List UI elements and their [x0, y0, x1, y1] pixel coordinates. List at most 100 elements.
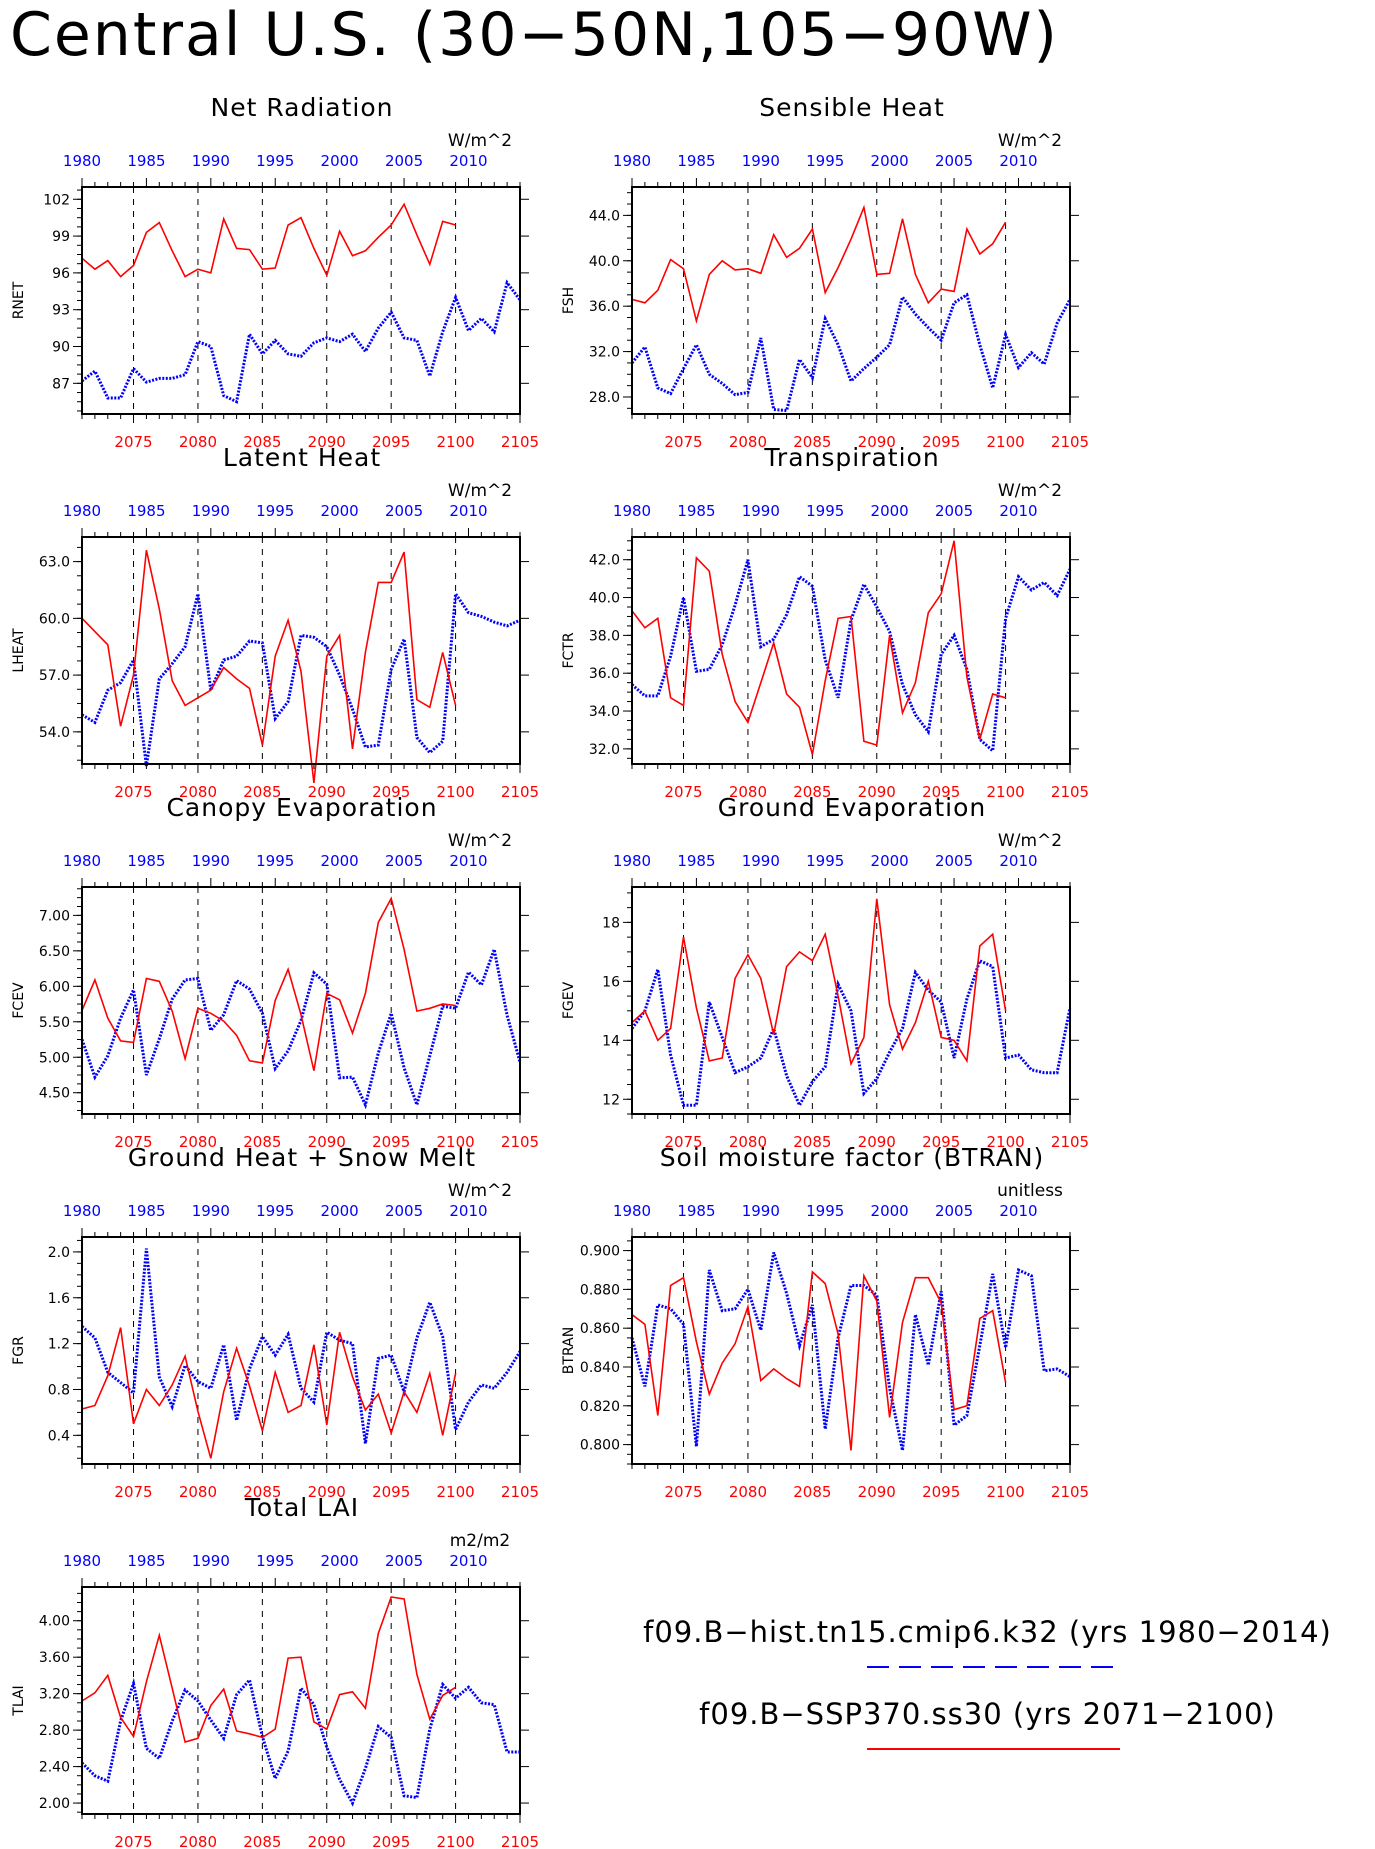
- x-top-tick-label: 1995: [256, 1552, 294, 1570]
- x-tick-label: 2080: [729, 1483, 767, 1501]
- y-tick-label: 18: [602, 915, 620, 931]
- chart-panel: Ground Evaporation W/m^2 FGEV 2075 2080 2085 2…: [561, 793, 1089, 1151]
- x-tick-label: 2105: [501, 783, 539, 801]
- x-top-tick-label: 1990: [742, 152, 780, 170]
- x-top-tick-label: 1980: [63, 852, 101, 870]
- y-tick-label: 12: [602, 1092, 620, 1108]
- x-top-tick-label: 1995: [806, 1202, 844, 1220]
- ssp-series-line: [631, 204, 1007, 325]
- x-top-tick-label: 2000: [321, 1552, 359, 1570]
- x-tick-label: 2105: [501, 433, 539, 451]
- y-tick-label: 2.0: [48, 1245, 70, 1261]
- x-tick-label: 2095: [372, 783, 410, 801]
- x-tick-label: 2085: [243, 1133, 281, 1151]
- x-top-tick-label: 1990: [742, 502, 780, 520]
- ssp-series-line: [631, 898, 1007, 1067]
- hist-series-line: [630, 958, 1072, 1109]
- y-tick-label: 93: [52, 303, 70, 319]
- x-tick-label: 2080: [729, 1133, 767, 1151]
- y-tick-label: 54.0: [39, 725, 70, 741]
- x-tick-label: 2100: [986, 783, 1024, 801]
- ssp-series-line: [81, 202, 456, 278]
- x-tick-label: 2085: [793, 1483, 831, 1501]
- plot-frame: [631, 536, 1071, 765]
- x-top-tick-label: 1985: [677, 152, 715, 170]
- hist-series-line: [81, 589, 521, 767]
- x-top-tick-label: 2010: [449, 502, 487, 520]
- x-top-tick-label: 2005: [385, 852, 423, 870]
- x-top-tick-label: 1985: [127, 152, 165, 170]
- ssp-series-line: [631, 540, 1006, 755]
- y-tick-label: 28.0: [589, 390, 620, 406]
- x-top-tick-label: 1985: [677, 502, 715, 520]
- plot-frame: [81, 886, 521, 1115]
- x-top-tick-label: 2010: [999, 502, 1037, 520]
- x-top-tick-label: 1980: [63, 152, 101, 170]
- y-axis-label: FGEV: [561, 981, 577, 1019]
- x-top-tick-label: 1990: [192, 152, 230, 170]
- y-tick-label: 44.0: [589, 208, 620, 224]
- y-tick-label: 4.00: [39, 1614, 70, 1630]
- legend: f09.B−hist.tn15.cmip6.k32 (yrs 1980−2014…: [600, 1615, 1375, 1785]
- chart-panel: Canopy Evaporation W/m^2 FCEV 2075 2080 2085 2…: [11, 793, 539, 1151]
- x-tick-label: 2085: [243, 783, 281, 801]
- x-tick-label: 2090: [308, 1833, 346, 1849]
- x-tick-label: 2075: [664, 783, 702, 801]
- y-tick-label: 34.0: [589, 704, 620, 720]
- x-top-tick-label: 1995: [806, 152, 844, 170]
- x-top-tick-label: 1985: [677, 852, 715, 870]
- y-tick-label: 57.0: [39, 668, 70, 684]
- x-tick-label: 2085: [793, 1133, 831, 1151]
- x-top-tick-label: 2005: [385, 152, 423, 170]
- y-axis-label: RNET: [11, 281, 27, 319]
- x-tick-label: 2105: [1051, 1133, 1089, 1151]
- x-top-tick-label: 2000: [871, 852, 909, 870]
- x-top-tick-label: 1980: [63, 502, 101, 520]
- y-tick-label: 1.6: [48, 1291, 70, 1307]
- y-axis-label: FCEV: [11, 982, 27, 1019]
- x-top-tick-label: 1990: [192, 1202, 230, 1220]
- legend-hist-line: [867, 1666, 1120, 1668]
- x-tick-label: 2090: [858, 783, 896, 801]
- x-tick-label: 2075: [664, 1483, 702, 1501]
- x-tick-label: 2090: [858, 433, 896, 451]
- y-tick-label: 14: [602, 1033, 620, 1049]
- units-label: W/m^2: [448, 1181, 512, 1201]
- hist-series-line: [631, 559, 1072, 754]
- x-tick-label: 2080: [179, 1483, 217, 1501]
- y-tick-label: 3.60: [39, 1650, 70, 1666]
- y-tick-label: 60.0: [39, 611, 70, 627]
- y-tick-label: 1.2: [48, 1337, 70, 1353]
- x-tick-label: 2075: [664, 433, 702, 451]
- y-tick-label: 102: [43, 192, 70, 208]
- y-tick-label: 5.00: [39, 1050, 70, 1066]
- y-tick-label: 2.00: [39, 1796, 70, 1812]
- units-label: m2/m2: [450, 1531, 510, 1551]
- units-label: W/m^2: [998, 131, 1062, 151]
- ssp-series-line: [81, 550, 457, 783]
- y-tick-label: 40.0: [589, 254, 620, 270]
- hist-series-line: [630, 1252, 1071, 1451]
- hist-series-line: [80, 943, 522, 1110]
- units-label: W/m^2: [998, 481, 1062, 501]
- plot-frame: [631, 886, 1071, 1115]
- plot-frame: [81, 1586, 521, 1815]
- x-top-tick-label: 2010: [999, 1202, 1037, 1220]
- x-tick-label: 2105: [1051, 783, 1089, 801]
- y-tick-label: 63.0: [39, 555, 70, 571]
- chart-title: Latent Heat: [223, 443, 381, 472]
- x-tick-label: 2075: [664, 1133, 702, 1151]
- x-top-tick-label: 2005: [385, 502, 423, 520]
- y-tick-label: 6.50: [39, 944, 70, 960]
- x-top-tick-label: 1980: [613, 502, 651, 520]
- x-tick-label: 2105: [501, 1833, 539, 1849]
- x-tick-label: 2100: [436, 433, 474, 451]
- x-top-tick-label: 2000: [321, 502, 359, 520]
- x-tick-label: 2090: [308, 783, 346, 801]
- hist-series-line: [80, 1676, 520, 1807]
- x-top-tick-label: 1980: [63, 1202, 101, 1220]
- x-tick-label: 2080: [729, 783, 767, 801]
- x-top-tick-label: 2005: [935, 852, 973, 870]
- y-tick-label: 32.0: [589, 345, 620, 361]
